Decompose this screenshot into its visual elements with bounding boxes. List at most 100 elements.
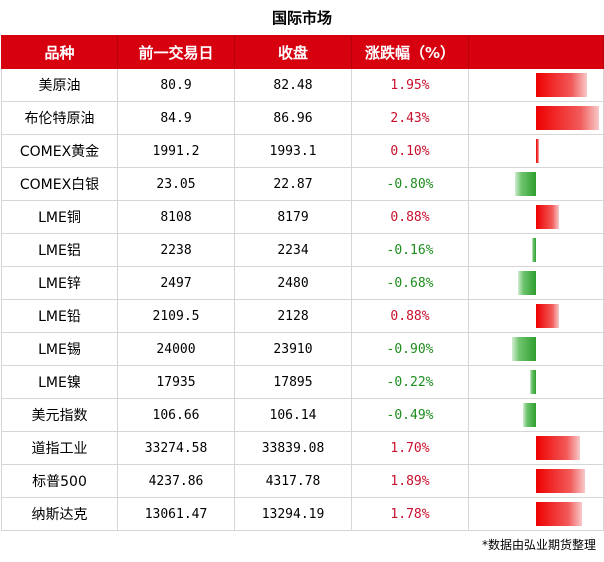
cell-prev: 2497 [117,266,235,300]
cell-name: LME锡 [1,332,118,366]
cell-name: 纳斯达克 [1,497,118,531]
cell-change-bar [468,68,604,102]
header-variety: 品种 [1,35,118,69]
change-bar [512,337,536,361]
cell-close: 1993.1 [234,134,352,168]
cell-change: 2.43% [351,101,469,135]
table-row: 美元指数 106.66 106.14 -0.49% [1,398,604,432]
cell-change-bar [468,266,604,300]
cell-name: 布伦特原油 [1,101,118,135]
cell-name: LME铜 [1,200,118,234]
change-bar [518,271,536,295]
cell-change: 0.88% [351,299,469,333]
table-row: LME锡 24000 23910 -0.90% [1,332,604,366]
cell-change: -0.80% [351,167,469,201]
change-bar [514,172,536,196]
change-bar [531,238,536,262]
cell-name: 标普500 [1,464,118,498]
change-bar [536,436,581,460]
table-row: 布伦特原油 84.9 86.96 2.43% [1,101,604,135]
cell-name: LME铅 [1,299,118,333]
cell-name: COMEX黄金 [1,134,118,168]
cell-change-bar [468,431,604,465]
international-market-table: 品种 前一交易日 收盘 涨跌幅（%） 美原油 80.9 82.48 1.95% 布伦特原… [1,35,604,531]
cell-close: 33839.08 [234,431,352,465]
cell-prev: 8108 [117,200,235,234]
table-row: LME铝 2238 2234 -0.16% [1,233,604,267]
cell-change-bar [468,200,604,234]
cell-change: -0.22% [351,365,469,399]
cell-change: -0.90% [351,332,469,366]
cell-change: -0.16% [351,233,469,267]
cell-change-bar [468,332,604,366]
cell-change: -0.49% [351,398,469,432]
cell-change: 0.88% [351,200,469,234]
cell-close: 13294.19 [234,497,352,531]
cell-name: 美原油 [1,68,118,102]
cell-change-bar [468,299,604,333]
cell-name: LME铝 [1,233,118,267]
cell-change-bar [468,464,604,498]
cell-close: 82.48 [234,68,352,102]
cell-change-bar [468,398,604,432]
cell-close: 17895 [234,365,352,399]
table-body: 美原油 80.9 82.48 1.95% 布伦特原油 84.9 86.96 2.43% COME… [1,68,604,531]
cell-close: 22.87 [234,167,352,201]
cell-name: COMEX白银 [1,167,118,201]
table-row: 道指工业 33274.58 33839.08 1.70% [1,431,604,465]
cell-prev: 33274.58 [117,431,235,465]
table-row: 纳斯达克 13061.47 13294.19 1.78% [1,497,604,531]
table-header-row: 品种 前一交易日 收盘 涨跌幅（%） [1,35,604,69]
cell-close: 23910 [234,332,352,366]
cell-close: 8179 [234,200,352,234]
cell-change: 1.95% [351,68,469,102]
table-row: 标普500 4237.86 4317.78 1.89% [1,464,604,498]
cell-change-bar [468,134,604,168]
cell-change-bar [468,365,604,399]
table-row: LME锌 2497 2480 -0.68% [1,266,604,300]
cell-prev: 106.66 [117,398,235,432]
cell-prev: 84.9 [117,101,235,135]
table-row: COMEX黄金 1991.2 1993.1 0.10% [1,134,604,168]
cell-prev: 13061.47 [117,497,235,531]
header-prev-close: 前一交易日 [117,35,235,69]
cell-change: 1.70% [351,431,469,465]
header-close: 收盘 [234,35,352,69]
table-row: LME镍 17935 17895 -0.22% [1,365,604,399]
header-change-pct: 涨跌幅（%） [351,35,469,69]
cell-name: 美元指数 [1,398,118,432]
cell-change: -0.68% [351,266,469,300]
cell-prev: 80.9 [117,68,235,102]
change-bar [536,139,539,163]
cell-close: 86.96 [234,101,352,135]
table-row: LME铜 8108 8179 0.88% [1,200,604,234]
cell-prev: 23.05 [117,167,235,201]
cell-change-bar [468,101,604,135]
cell-close: 2480 [234,266,352,300]
cell-close: 2128 [234,299,352,333]
cell-name: LME镍 [1,365,118,399]
change-bar [536,304,559,328]
page-title: 国际市场 [271,8,332,27]
table-row: LME铅 2109.5 2128 0.88% [1,299,604,333]
cell-change-bar [468,233,604,267]
change-bar [536,106,599,130]
cell-change: 1.78% [351,497,469,531]
cell-close: 106.14 [234,398,352,432]
source-note: *数据由弘业期货整理 [481,538,596,552]
cell-prev: 4237.86 [117,464,235,498]
change-bar [536,469,585,493]
change-bar [536,205,559,229]
change-bar [536,502,583,526]
cell-close: 2234 [234,233,352,267]
cell-name: 道指工业 [1,431,118,465]
cell-close: 4317.78 [234,464,352,498]
cell-change: 0.10% [351,134,469,168]
table-row: COMEX白银 23.05 22.87 -0.80% [1,167,604,201]
cell-change-bar [468,497,604,531]
cell-change-bar [468,167,604,201]
cell-name: LME锌 [1,266,118,300]
header-bar [468,35,604,69]
cell-change: 1.89% [351,464,469,498]
cell-prev: 24000 [117,332,235,366]
